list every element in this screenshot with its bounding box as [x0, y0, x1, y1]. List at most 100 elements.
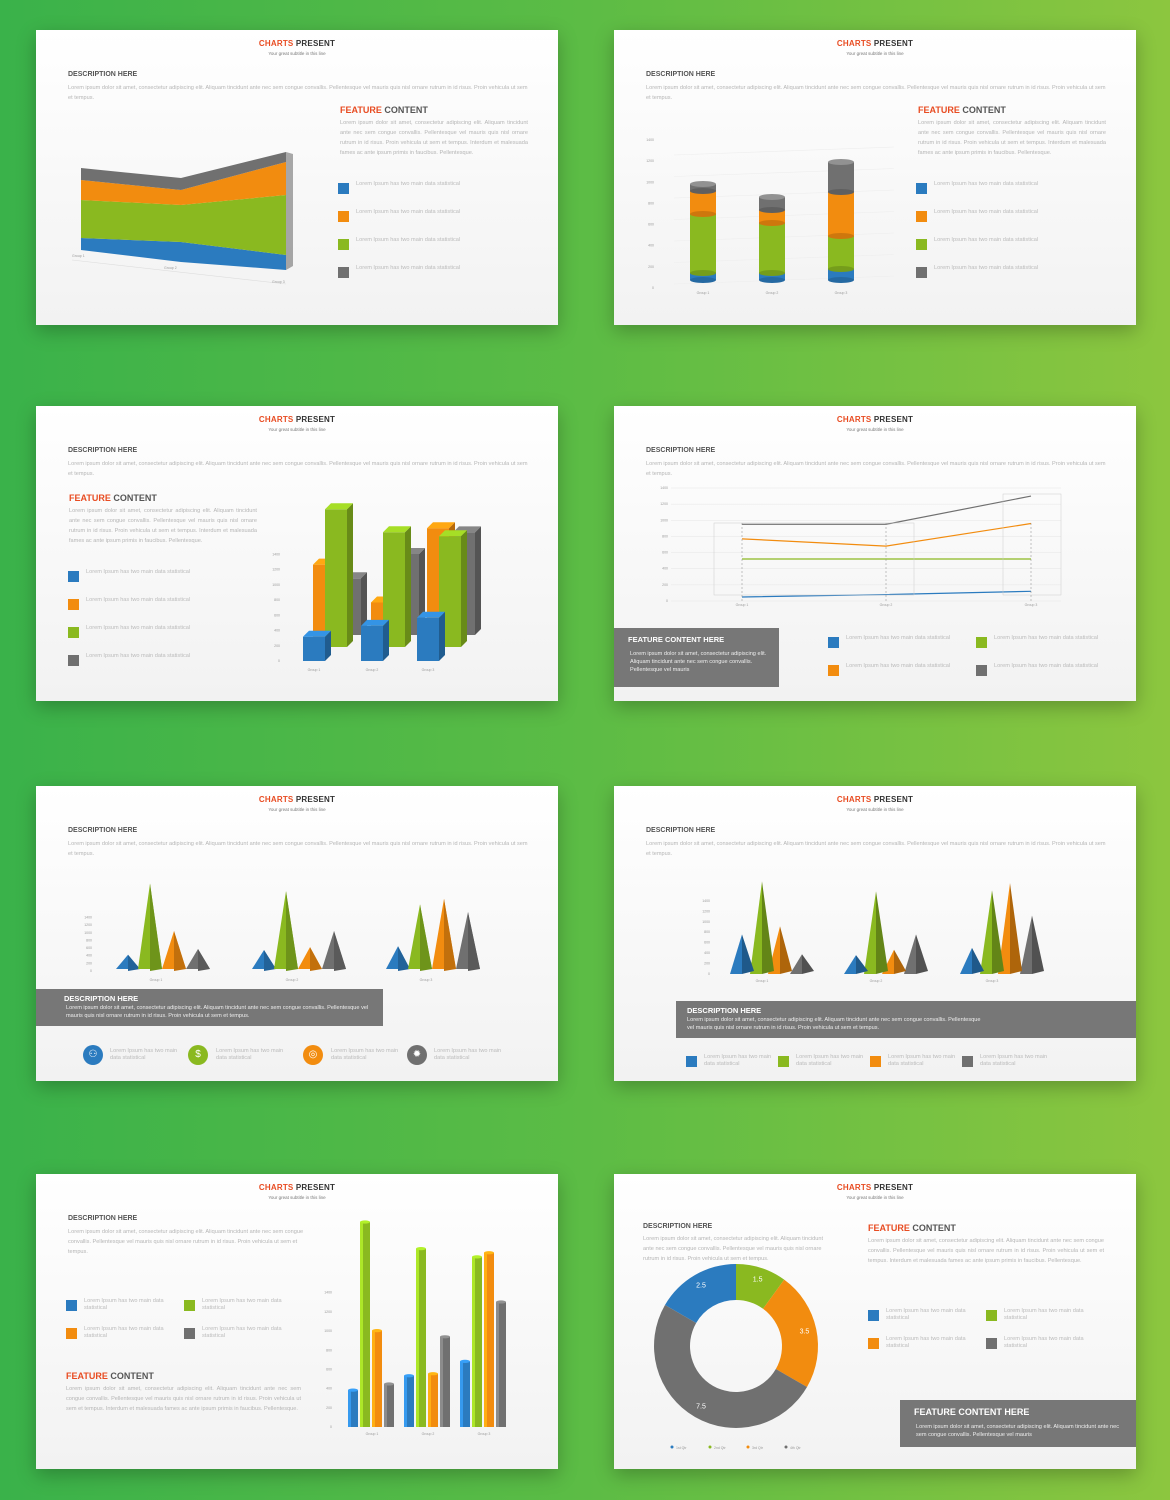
bar-side: [461, 530, 467, 647]
legend-swatch: [68, 571, 79, 582]
column: [360, 1222, 370, 1427]
description-heading: DESCRIPTION HERE: [68, 447, 138, 454]
cone-shade: [444, 898, 456, 971]
y-tick-label: 1000: [646, 180, 654, 184]
x-tick-label: Group 1: [72, 254, 85, 258]
x-tick-label: Group 1: [697, 291, 710, 295]
column-top: [472, 1255, 482, 1259]
column: [472, 1256, 482, 1427]
slide-pyramid-chart: CHARTS PRESENT Your great subtitle in th…: [614, 786, 1136, 1081]
feature-text: Lorem ipsum dolor sit amet, consectetur …: [66, 1386, 301, 1412]
description-text: Lorem ipsum dolor sit amet, consectetur …: [68, 1229, 304, 1255]
legend-label: Lorem Ipsum has two main data statistica…: [846, 663, 951, 669]
slide-line-chart: CHARTS PRESENT Your great subtitle in th…: [614, 406, 1136, 701]
y-tick-label: 1200: [646, 159, 654, 163]
cylinder-bottom: [759, 207, 785, 213]
icon-label: Lorem Ipsum has two main data statistica…: [216, 1048, 284, 1061]
bar-side: [325, 630, 331, 661]
legend-swatch: [184, 1328, 195, 1339]
legend-label: Lorem Ipsum has two main data statistica…: [934, 265, 1039, 271]
column: [404, 1375, 414, 1427]
feature-box-heading: FEATURE CONTENT HERE: [914, 1407, 1030, 1417]
legend-item-green: Lorem Ipsum has two main data statistica…: [916, 237, 1066, 255]
legend-item-gray: Lorem Ipsum has two main data statistica…: [916, 265, 1066, 283]
legend-label: Lorem Ipsum has two main data statistica…: [994, 635, 1099, 641]
legend-swatch: [338, 267, 349, 278]
column-highlight: [428, 1373, 431, 1427]
data-label: 1.5: [753, 1276, 763, 1283]
y-tick-label: 0: [330, 1425, 332, 1429]
description-heading: DESCRIPTION HERE: [643, 1223, 713, 1230]
legend-swatch: [778, 1056, 789, 1067]
column: [348, 1390, 358, 1427]
slide-3d-bar-chart: CHARTS PRESENT Your great subtitle in th…: [36, 406, 558, 701]
slide-subtitle: Your great subtitle in this line: [846, 427, 904, 432]
slide-subtitle: Your great subtitle in this line: [846, 51, 904, 56]
3d-bar-chart: 0 200 400 600 800 1000 1200 1400 Group 1 Group 2 G…: [272, 503, 481, 672]
column-highlight: [384, 1383, 387, 1427]
legend-item-green: Lorem Ipsum has two main data statistica…: [68, 625, 218, 643]
column-top: [360, 1220, 370, 1224]
legend-item-orange: Lorem Ipsum has two main data statistica…: [68, 597, 218, 615]
legend-swatch: [962, 1056, 973, 1067]
description-box-text: Lorem ipsum dolor sit amet, consectetur …: [66, 1005, 369, 1019]
column-highlight: [360, 1222, 363, 1427]
bar-front: [303, 636, 325, 661]
bar-side: [475, 526, 481, 635]
y-tick-label: 600: [662, 551, 668, 555]
pyramid-side: [876, 891, 888, 974]
legend-label: Lorem Ipsum has two main data statistica…: [934, 181, 1039, 187]
legend-swatch: [68, 627, 79, 638]
y-tick-label: 400: [704, 951, 710, 955]
legend-label: Lorem Ipsum has two main data statistica…: [934, 237, 1039, 243]
legend-label: Lorem Ipsum has two main data statistica…: [704, 1054, 772, 1067]
legend-label: Lorem Ipsum has two main data statistica…: [1004, 1308, 1084, 1321]
legend-label: Lorem Ipsum has two main data statistica…: [888, 1054, 956, 1067]
legend-item-green: Lorem Ipsum has two main data statistica…: [184, 1298, 334, 1316]
column-top: [348, 1388, 358, 1392]
pyramid-face: [904, 934, 916, 974]
cone-shade: [420, 904, 432, 971]
column-highlight: [416, 1248, 419, 1427]
pyramid-face: [980, 890, 992, 974]
legend-item-green: Lorem Ipsum has two main data statistica…: [986, 1308, 1136, 1326]
donut-chart: 2.5 1.5 3.5 7.5 1st Qtr 2nd Qtr 3rd Qtr 4th Qtr: [654, 1264, 818, 1450]
y-tick-label: 200: [648, 265, 654, 269]
feature-box-text: Lorem ipsum dolor sit amet, consectetur …: [630, 651, 767, 673]
icon-label: Lorem Ipsum has two main data statistica…: [434, 1048, 502, 1061]
y-tick-label: 0: [652, 286, 654, 290]
y-tick-label: 600: [86, 946, 92, 950]
cylinder-bottom: [759, 270, 785, 276]
feature-text: Lorem ipsum dolor sit amet, consectetur …: [69, 508, 257, 544]
feature-heading: FEATURE CONTENT: [69, 493, 157, 503]
cylinder-bottom: [690, 270, 716, 276]
column-highlight: [484, 1252, 487, 1427]
column-top: [484, 1251, 494, 1255]
bar-side: [347, 503, 353, 647]
legend-item-orange: Lorem Ipsum has two main data statistica…: [870, 1054, 1020, 1072]
y-tick-label: 800: [662, 534, 668, 538]
area-series-green: [81, 195, 286, 255]
y-tick-label: 1000: [84, 931, 92, 935]
slide-area-chart: CHARTS PRESENT Your great subtitle in th…: [36, 30, 558, 325]
cone-shade: [310, 947, 322, 971]
legend-item-gray: Lorem Ipsum has two main data statistica…: [986, 1336, 1136, 1354]
legend-swatch: [338, 183, 349, 194]
y-tick-label: 1200: [84, 923, 92, 927]
legend-label: Lorem Ipsum has two main data statistica…: [84, 1298, 164, 1311]
y-tick-label: 600: [326, 1367, 332, 1371]
cylinder-segment: [690, 273, 716, 280]
legend-dot: [746, 1445, 750, 1449]
slide-subtitle: Your great subtitle in this line: [846, 807, 904, 812]
legend-item-blue: Lorem Ipsum has two main data statistica…: [68, 569, 218, 587]
pyramid-face: [864, 891, 876, 974]
legend-label: Lorem Ipsum has two main data statistica…: [86, 625, 191, 631]
y-tick-label: 0: [708, 972, 710, 976]
legend-item-blue: Lorem Ipsum has two main data statistica…: [916, 181, 1066, 199]
y-tick-label: 400: [86, 954, 92, 958]
pyramid-face: [730, 934, 742, 974]
legend-item-green: Lorem Ipsum has two main data statistica…: [976, 635, 1126, 653]
bar-side: [439, 611, 445, 661]
y-tick-label: 200: [704, 962, 710, 966]
legend-swatch: [976, 665, 987, 676]
